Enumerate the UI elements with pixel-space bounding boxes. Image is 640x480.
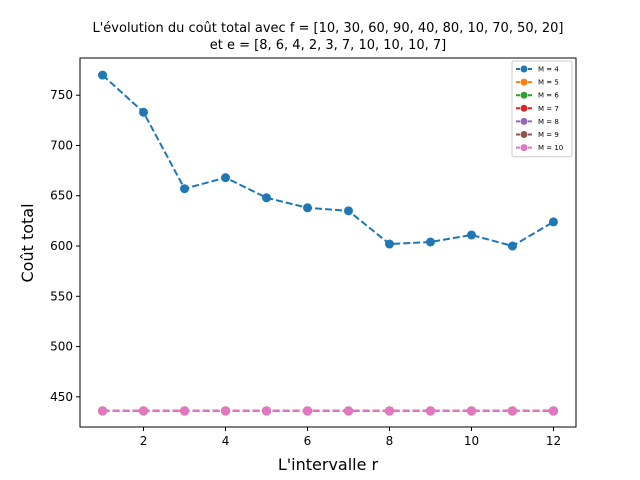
- legend-marker-m-8: [520, 117, 528, 125]
- data-point-m-10: [507, 406, 517, 416]
- y-tick-label: 600: [50, 239, 73, 253]
- data-point-m-10: [384, 406, 394, 416]
- legend-marker-m-4: [520, 65, 528, 73]
- data-point-m-10: [425, 406, 435, 416]
- x-tick-label: 8: [386, 434, 394, 448]
- x-axis-label: L'intervalle r: [278, 455, 379, 474]
- data-point-m-10: [466, 406, 476, 416]
- chart-title: L'évolution du coût total avec f = [10, …: [92, 21, 563, 36]
- chart-subtitle: et e = [8, 6, 4, 2, 3, 7, 10, 10, 10, 7]: [210, 38, 446, 53]
- legend-label-m-6: M = 6: [538, 92, 559, 100]
- data-point-m-4: [139, 107, 149, 117]
- legend: M = 4 M = 5 M = 6 M = 7 M = 8 M = 9 M = 10: [511, 60, 573, 158]
- legend-label-m-4: M = 4: [538, 66, 559, 74]
- legend-label-m-10: M = 10: [538, 144, 563, 152]
- data-point-m-4: [98, 70, 108, 80]
- x-tick-label: 6: [304, 434, 312, 448]
- data-point-m-4: [466, 230, 476, 240]
- x-tick-label: 2: [140, 434, 148, 448]
- data-point-m-4: [548, 217, 558, 227]
- legend-marker-m-7: [520, 104, 528, 112]
- y-tick-label: 750: [50, 88, 73, 102]
- data-point-m-4: [180, 184, 190, 194]
- plot-area: [98, 70, 558, 416]
- data-point-m-4: [221, 173, 231, 183]
- y-tick-label: 450: [50, 390, 73, 404]
- data-point-m-10: [343, 406, 353, 416]
- data-point-m-10: [303, 406, 313, 416]
- x-tick-label: 10: [464, 434, 479, 448]
- y-tick-label: 700: [50, 138, 73, 152]
- data-point-m-4: [262, 193, 272, 203]
- data-point-m-10: [221, 406, 231, 416]
- y-tick-label: 500: [50, 340, 73, 354]
- x-tick-label: 12: [546, 434, 561, 448]
- legend-marker-m-5: [520, 78, 528, 86]
- y-axis-label: Coût total: [18, 203, 37, 282]
- data-point-m-10: [98, 406, 108, 416]
- data-point-m-4: [507, 241, 517, 251]
- legend-label-m-8: M = 8: [538, 118, 559, 126]
- axis-ticks: 2 4 6 8 10 12 450 500 550 600 650 700 750: [50, 88, 561, 448]
- data-point-m-4: [384, 239, 394, 249]
- legend-label-m-5: M = 5: [538, 79, 559, 87]
- legend-marker-m-10: [520, 144, 528, 152]
- legend-marker-m-9: [520, 131, 528, 138]
- data-point-m-10: [548, 406, 558, 416]
- data-point-m-4: [303, 203, 313, 213]
- legend-label-m-7: M = 7: [538, 105, 559, 113]
- y-tick-label: 650: [50, 189, 73, 203]
- x-tick-label: 4: [222, 434, 230, 448]
- legend-marker-m-6: [520, 91, 528, 99]
- data-point-m-10: [139, 406, 149, 416]
- series-line-m-4: [101, 74, 554, 248]
- data-point-m-10: [180, 406, 190, 416]
- y-tick-label: 550: [50, 289, 73, 303]
- data-point-m-4: [343, 206, 353, 216]
- data-point-m-10: [262, 406, 272, 416]
- legend-label-m-9: M = 9: [538, 131, 559, 139]
- axes-frame: [79, 57, 577, 428]
- data-point-m-4: [425, 237, 435, 247]
